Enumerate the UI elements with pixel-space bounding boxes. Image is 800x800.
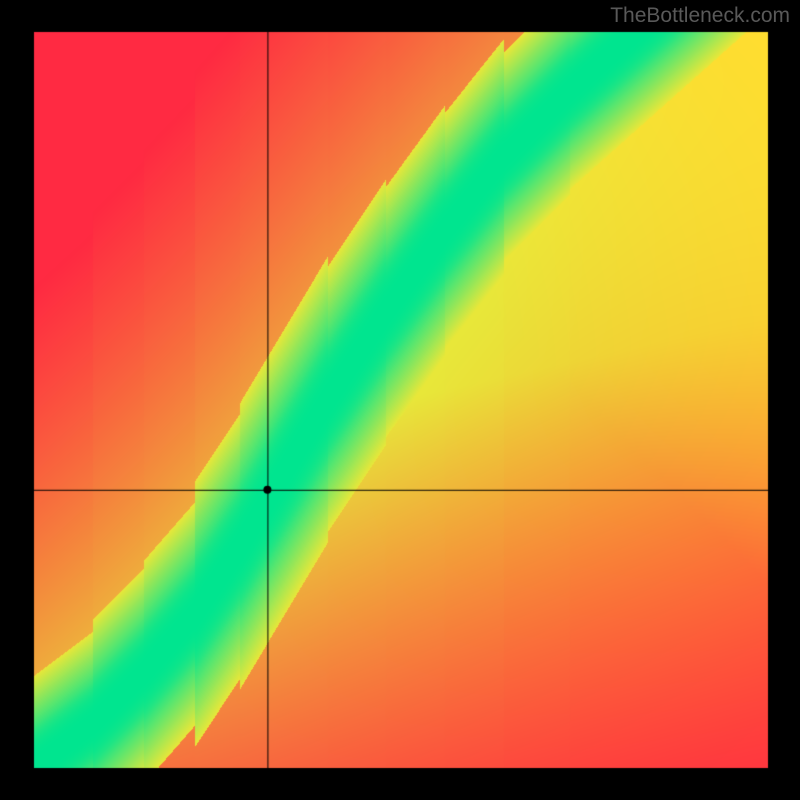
heatmap-canvas bbox=[0, 0, 800, 800]
chart-frame bbox=[34, 32, 768, 768]
chart-container: TheBottleneck.com bbox=[0, 0, 800, 800]
watermark-text: TheBottleneck.com bbox=[610, 4, 790, 28]
